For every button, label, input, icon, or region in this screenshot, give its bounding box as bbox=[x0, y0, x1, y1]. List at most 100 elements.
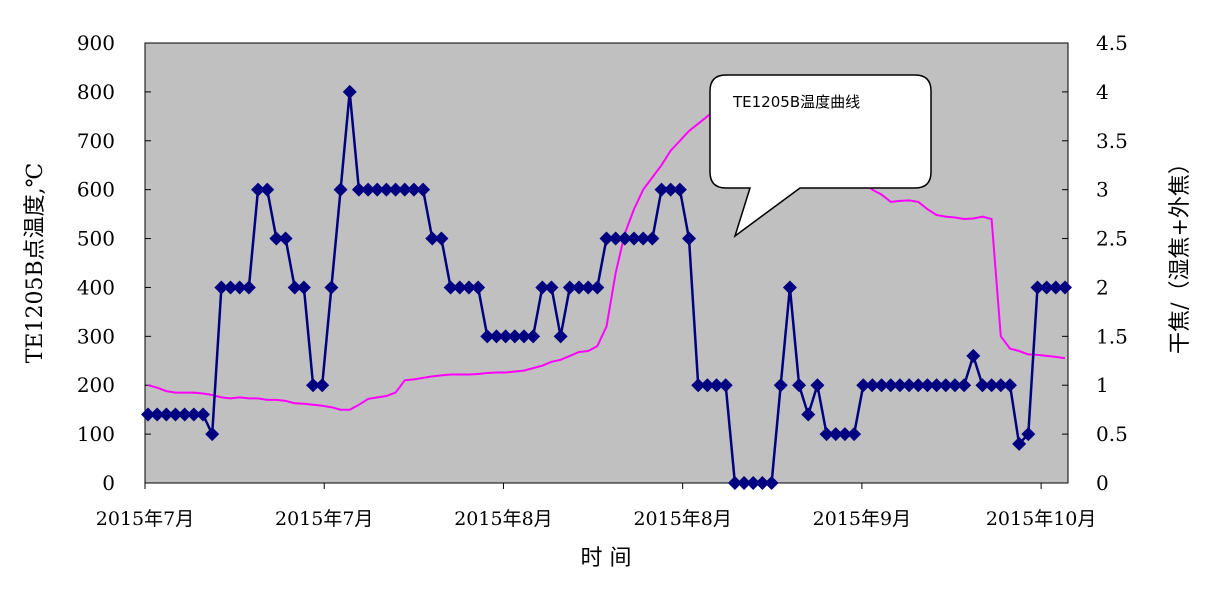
ratio-point bbox=[1002, 378, 1017, 393]
x-axis-label: 时 间 bbox=[581, 546, 632, 571]
ratio-point bbox=[929, 378, 944, 393]
ratio-point bbox=[727, 476, 742, 490]
ratio-point bbox=[957, 378, 972, 393]
y-tick-label: 900 bbox=[77, 31, 115, 55]
ratio-point bbox=[947, 378, 962, 393]
ratio-point bbox=[425, 231, 440, 246]
ratio-point bbox=[636, 231, 651, 246]
ratio-point bbox=[159, 407, 174, 422]
ratio-point bbox=[865, 378, 880, 393]
ratio-point bbox=[351, 182, 366, 197]
ratio-point bbox=[241, 280, 256, 295]
ratio-point bbox=[672, 182, 687, 197]
x-axis: 2015年7月 2015年7月 2015年8月 2015年8月 2015年9月 2015年… bbox=[96, 483, 1097, 530]
ratio-point bbox=[911, 378, 926, 393]
ratio-point bbox=[141, 407, 155, 422]
ratio-point bbox=[700, 378, 715, 393]
callout-bubble bbox=[709, 74, 932, 238]
ratio-point bbox=[223, 280, 238, 295]
y2-tick-label: 2.5 bbox=[1096, 227, 1128, 251]
y2-tick-label: 1.5 bbox=[1096, 324, 1128, 348]
ratio-point bbox=[608, 231, 623, 246]
ratio-point bbox=[498, 329, 513, 344]
ratio-point bbox=[590, 280, 605, 295]
y2-tick-label: 3.5 bbox=[1096, 129, 1128, 153]
ratio-point bbox=[691, 378, 706, 393]
ratio-point bbox=[920, 378, 935, 393]
y-tick-label: 700 bbox=[77, 129, 115, 153]
ratio-point bbox=[782, 280, 797, 295]
ratio-point bbox=[287, 280, 302, 295]
ratio-point bbox=[251, 182, 266, 197]
ratio-point bbox=[627, 231, 642, 246]
y2-tick-label: 0 bbox=[1096, 471, 1109, 495]
ratio-point bbox=[792, 378, 807, 393]
ratio-point bbox=[938, 378, 953, 393]
ratio-point bbox=[773, 378, 788, 393]
y2-tick-label: 2 bbox=[1096, 275, 1109, 299]
x-tick-label: 2015年9月 bbox=[813, 508, 911, 530]
y2-tick-label: 3 bbox=[1096, 178, 1109, 202]
ratio-point bbox=[434, 231, 449, 246]
ratio-point bbox=[480, 329, 495, 344]
callout: TE1205B温度曲线 bbox=[709, 74, 932, 238]
ratio-point bbox=[993, 378, 1008, 393]
ratio-point bbox=[296, 280, 311, 295]
y-tick-label: 100 bbox=[77, 422, 115, 446]
ratio-point bbox=[471, 280, 486, 295]
y-tick-label: 200 bbox=[77, 373, 115, 397]
y-axis-label: TE1205B点温度,℃ bbox=[23, 163, 48, 364]
ratio-point bbox=[819, 427, 834, 442]
ratio-point bbox=[553, 329, 568, 344]
ratio-point bbox=[544, 280, 559, 295]
ratio-point bbox=[397, 182, 412, 197]
ratio-point bbox=[663, 182, 678, 197]
y-tick-label: 500 bbox=[77, 227, 115, 251]
y2-tick-label: 4.5 bbox=[1096, 31, 1128, 55]
ratio-point bbox=[177, 407, 192, 422]
right-axis: 0 0.5 1 1.5 2 2.5 3 3.5 4 4.5 bbox=[1062, 31, 1128, 495]
ratio-point bbox=[443, 280, 458, 295]
ratio-point bbox=[892, 378, 907, 393]
ratio-point bbox=[617, 231, 632, 246]
ratio-point bbox=[718, 378, 733, 393]
x-tick-label: 2015年7月 bbox=[96, 508, 194, 530]
ratio-point bbox=[214, 280, 229, 295]
y-tick-label: 600 bbox=[77, 178, 115, 202]
y-tick-label: 300 bbox=[77, 324, 115, 348]
temperature-line bbox=[147, 94, 1066, 411]
ratio-point bbox=[682, 231, 697, 246]
ratio-point bbox=[406, 182, 421, 197]
ratio-point bbox=[535, 280, 550, 295]
ratio-point bbox=[260, 182, 275, 197]
ratio-point bbox=[966, 348, 981, 363]
ratio-point bbox=[746, 476, 761, 490]
ratio-point bbox=[205, 427, 220, 442]
ratio-point bbox=[186, 407, 201, 422]
ratio-point bbox=[581, 280, 596, 295]
ratio-point bbox=[1021, 427, 1036, 442]
ratio-point bbox=[810, 378, 825, 393]
ratio-point bbox=[975, 378, 990, 393]
ratio-point bbox=[361, 182, 376, 197]
ratio-point bbox=[315, 378, 330, 393]
ratio-point bbox=[461, 280, 476, 295]
y2-tick-label: 4 bbox=[1096, 80, 1109, 104]
ratio-point bbox=[452, 280, 467, 295]
ratio-point bbox=[324, 280, 339, 295]
callout-label: TE1205B温度曲线 bbox=[732, 93, 860, 111]
ratio-point bbox=[333, 182, 348, 197]
y-tick-label: 400 bbox=[77, 275, 115, 299]
y-tick-label: 0 bbox=[102, 471, 115, 495]
x-tick-label: 2015年10月 bbox=[986, 508, 1097, 530]
x-tick-label: 2015年8月 bbox=[454, 508, 552, 530]
ratio-point bbox=[984, 378, 999, 393]
ratio-point bbox=[342, 84, 357, 99]
y2-tick-label: 0.5 bbox=[1096, 422, 1128, 446]
left-axis: 0 100 200 300 400 500 600 700 800 900 bbox=[77, 31, 151, 495]
ratio-point bbox=[654, 182, 669, 197]
ratio-point bbox=[516, 329, 531, 344]
ratio-point bbox=[828, 427, 843, 442]
ratio-point bbox=[379, 182, 394, 197]
